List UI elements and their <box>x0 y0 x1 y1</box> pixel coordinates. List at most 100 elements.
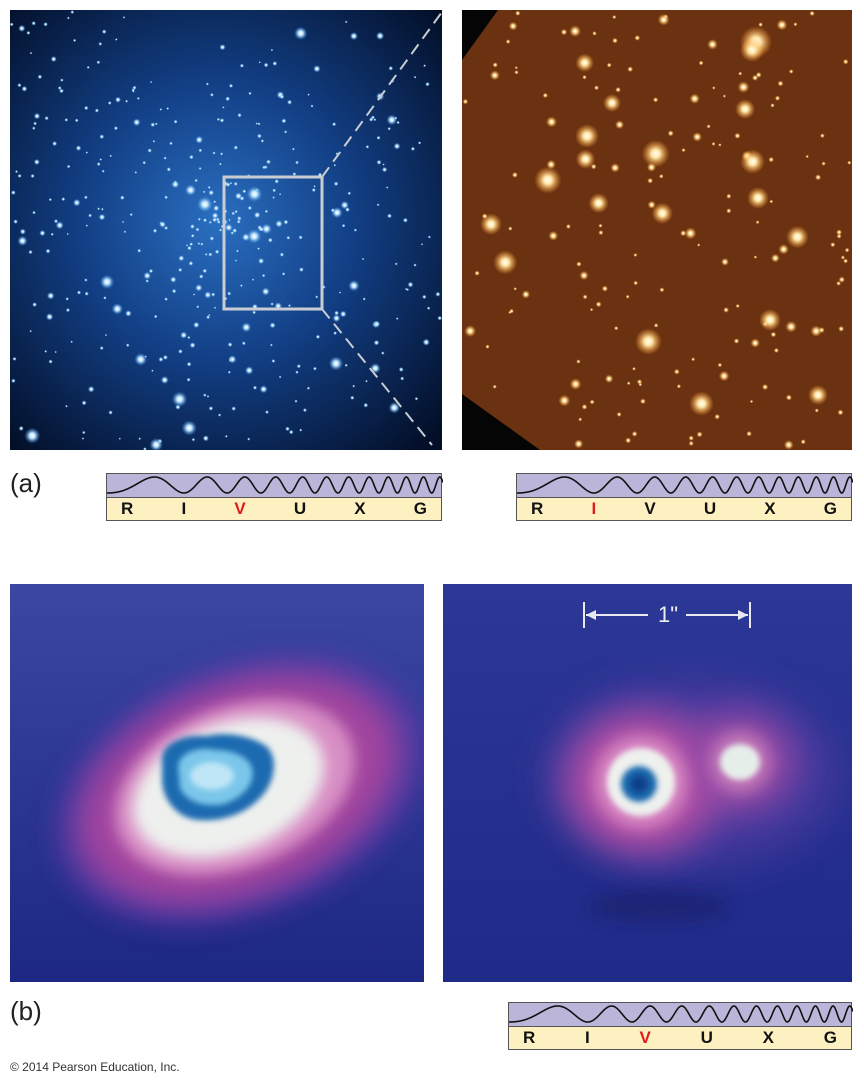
star <box>836 281 841 286</box>
star <box>296 364 301 369</box>
star <box>190 233 195 238</box>
star <box>406 288 410 292</box>
star <box>123 230 127 234</box>
star <box>202 218 208 223</box>
wavelength-band-top-left: R I V U X G <box>106 473 443 521</box>
star <box>160 375 169 385</box>
star <box>269 343 273 347</box>
star <box>820 133 825 139</box>
star <box>261 287 270 296</box>
star <box>840 255 845 260</box>
star <box>420 243 424 246</box>
star <box>558 394 571 407</box>
star <box>198 148 203 153</box>
star <box>144 355 147 358</box>
star <box>224 223 233 232</box>
star <box>119 195 125 201</box>
star <box>218 162 222 166</box>
star <box>722 94 726 98</box>
star <box>44 116 49 121</box>
star <box>247 205 253 211</box>
bright-star <box>740 38 764 62</box>
star <box>107 101 112 105</box>
star <box>773 347 779 353</box>
star <box>170 276 177 283</box>
star <box>206 315 211 320</box>
star <box>258 61 261 64</box>
star <box>197 242 201 246</box>
band-letter-v: V <box>639 1028 651 1047</box>
star <box>689 93 700 104</box>
blob-ground-image <box>10 584 424 982</box>
star <box>582 74 587 80</box>
star <box>113 126 119 131</box>
star <box>163 156 167 160</box>
star <box>189 224 195 229</box>
star <box>426 306 431 311</box>
star <box>582 294 588 300</box>
panel-label-a: (a) <box>10 468 42 498</box>
star <box>295 370 299 375</box>
star <box>344 20 348 24</box>
star <box>843 258 849 264</box>
star <box>222 106 225 109</box>
star <box>166 107 170 110</box>
star <box>189 242 194 247</box>
star <box>292 172 297 176</box>
star <box>634 35 641 41</box>
star <box>283 130 288 134</box>
star <box>294 26 308 40</box>
star <box>847 160 852 165</box>
bright-star <box>575 124 599 148</box>
star <box>231 211 236 216</box>
star <box>13 219 18 225</box>
star <box>187 245 192 251</box>
star <box>218 228 223 232</box>
star <box>697 243 701 247</box>
star <box>84 278 88 282</box>
star <box>237 112 242 118</box>
star <box>462 98 469 105</box>
zoom-line-bottom <box>321 308 433 446</box>
star <box>233 181 238 187</box>
star <box>437 315 442 321</box>
star <box>211 292 216 297</box>
star <box>288 429 294 435</box>
star <box>413 75 417 79</box>
star <box>793 22 798 27</box>
star <box>427 235 431 239</box>
star <box>565 224 571 229</box>
star <box>136 96 140 100</box>
star <box>294 399 298 403</box>
star <box>209 236 215 241</box>
star <box>181 420 197 436</box>
star <box>313 185 316 188</box>
star <box>122 16 126 19</box>
star <box>184 184 197 196</box>
blob-hubble-image: 1" <box>443 584 852 982</box>
star <box>55 221 64 230</box>
bright-star <box>759 309 781 331</box>
star <box>178 267 183 273</box>
star <box>635 328 662 355</box>
star <box>489 70 500 81</box>
star <box>154 122 158 126</box>
star <box>396 120 400 125</box>
star <box>588 193 609 214</box>
star <box>410 146 416 151</box>
star <box>72 38 77 43</box>
star <box>189 342 196 349</box>
star <box>32 126 36 130</box>
star <box>29 51 33 55</box>
star <box>287 99 293 105</box>
star <box>394 116 398 120</box>
star <box>225 96 231 102</box>
star <box>511 171 518 178</box>
star <box>264 209 269 214</box>
star <box>627 66 634 73</box>
star <box>581 404 588 410</box>
star <box>718 143 722 147</box>
star <box>640 398 646 405</box>
band-letter-i: I <box>585 1028 590 1047</box>
star <box>800 439 806 445</box>
